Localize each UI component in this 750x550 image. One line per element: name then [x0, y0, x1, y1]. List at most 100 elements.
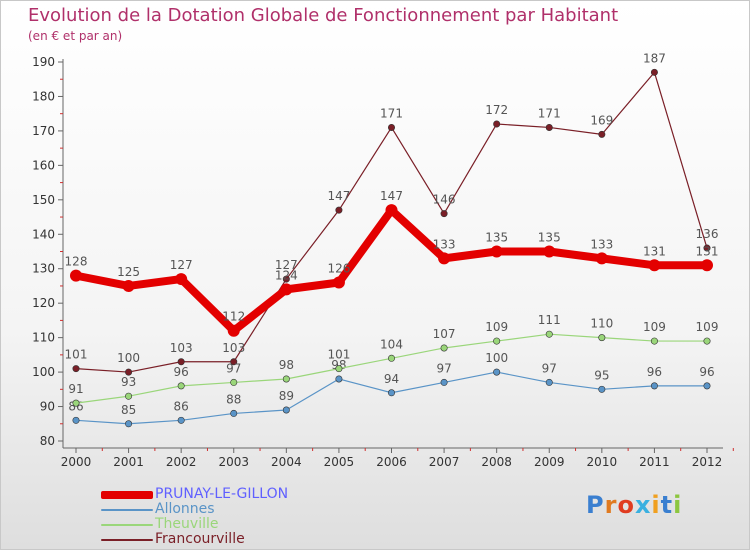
data-point-allonnes-2010	[598, 385, 606, 393]
data-label-francourville-2004: 127	[275, 258, 298, 272]
legend-swatch-theuville	[101, 523, 153, 526]
data-point-theuville-2012	[703, 337, 711, 345]
data-point-allonnes-2002	[177, 416, 185, 424]
legend-item-allonnes: Allonnes	[101, 502, 288, 517]
data-label-allonnes-2010: 95	[594, 368, 609, 382]
data-label-prunay-le-gillon-2009: 135	[538, 231, 561, 245]
data-label-allonnes-2002: 86	[174, 399, 189, 413]
x-tick-label-2003: 2003	[218, 455, 249, 469]
data-point-theuville-2006	[387, 354, 395, 362]
data-point-theuville-2002	[177, 382, 185, 390]
y-tick-label-90: 90	[40, 400, 55, 414]
data-point-theuville-2009	[545, 330, 553, 338]
data-label-allonnes-2011: 96	[647, 365, 662, 379]
data-label-theuville-2009: 111	[538, 313, 561, 327]
legend-swatch-prunay-le-gillon	[101, 490, 153, 499]
data-label-francourville-2002: 103	[170, 341, 193, 355]
data-point-prunay-le-gillon-2007	[438, 252, 451, 265]
data-label-francourville-2001: 100	[117, 351, 140, 365]
y-tick-label-100: 100	[32, 365, 55, 379]
y-tick-label-160: 160	[32, 158, 55, 172]
data-point-allonnes-2009	[545, 378, 553, 386]
data-point-theuville-2010	[598, 334, 606, 342]
legend-swatch-allonnes	[101, 508, 153, 511]
data-label-theuville-2001: 93	[121, 375, 136, 389]
y-tick-label-130: 130	[32, 262, 55, 276]
data-label-theuville-2010: 110	[590, 317, 613, 331]
data-label-allonnes-2007: 97	[436, 361, 451, 375]
data-point-theuville-2001	[125, 392, 133, 400]
x-tick-label-2009: 2009	[534, 455, 565, 469]
data-label-allonnes-2004: 89	[279, 389, 294, 403]
x-tick-label-2002: 2002	[166, 455, 197, 469]
data-point-allonnes-2000	[72, 416, 80, 424]
data-point-allonnes-2011	[650, 382, 658, 390]
x-tick-label-2006: 2006	[376, 455, 407, 469]
data-point-prunay-le-gillon-2004	[280, 283, 293, 296]
x-tick-label-2008: 2008	[481, 455, 512, 469]
x-tick-label-2000: 2000	[61, 455, 92, 469]
legend-swatch-francourville	[101, 538, 153, 541]
data-label-francourville-2011: 187	[643, 51, 666, 65]
data-label-francourville-2008: 172	[485, 103, 508, 117]
legend-label-allonnes: Allonnes	[155, 501, 215, 517]
y-tick-label-180: 180	[32, 89, 55, 103]
data-point-allonnes-2005	[335, 375, 343, 383]
data-point-prunay-le-gillon-2002	[175, 273, 188, 286]
data-label-prunay-le-gillon-2003: 112	[222, 310, 245, 324]
data-point-francourville-2004	[282, 275, 290, 283]
data-point-francourville-2003	[230, 358, 238, 366]
chart-title: Evolution de la Dotation Globale de Fonc…	[28, 5, 619, 26]
data-point-francourville-2010	[598, 130, 606, 138]
data-point-allonnes-2012	[703, 382, 711, 390]
data-label-theuville-2002: 96	[174, 365, 189, 379]
y-tick-label-80: 80	[40, 434, 55, 448]
data-point-francourville-2012	[703, 244, 711, 252]
x-tick-label-2007: 2007	[429, 455, 460, 469]
data-point-prunay-le-gillon-2010	[595, 252, 608, 265]
data-point-francourville-2000	[72, 365, 80, 373]
data-label-prunay-le-gillon-2001: 125	[117, 265, 140, 279]
y-tick-label-120: 120	[32, 296, 55, 310]
data-label-theuville-2008: 109	[485, 320, 508, 334]
data-point-allonnes-2006	[387, 389, 395, 397]
data-label-prunay-le-gillon-2007: 133	[433, 237, 456, 251]
data-point-prunay-le-gillon-2006	[385, 204, 398, 217]
data-label-francourville-2010: 169	[590, 113, 613, 127]
legend-label-theuville: Theuville	[155, 516, 219, 532]
data-point-allonnes-2004	[282, 406, 290, 414]
data-point-francourville-2001	[125, 368, 133, 376]
data-label-francourville-2005: 147	[327, 189, 350, 203]
data-label-theuville-2003: 97	[226, 361, 241, 375]
data-label-prunay-le-gillon-2004: 124	[275, 268, 298, 282]
data-point-francourville-2008	[493, 120, 501, 128]
y-tick-label-140: 140	[32, 227, 55, 241]
data-label-theuville-2000: 91	[68, 382, 83, 396]
data-label-prunay-le-gillon-2010: 133	[590, 237, 613, 251]
data-point-prunay-le-gillon-2005	[332, 276, 345, 289]
proxiti-logo: Proxiti	[586, 491, 683, 519]
data-label-francourville-2009: 171	[538, 106, 561, 120]
x-tick-label-2001: 2001	[113, 455, 144, 469]
data-point-allonnes-2007	[440, 378, 448, 386]
data-point-prunay-le-gillon-2003	[227, 324, 240, 337]
data-label-theuville-2007: 107	[433, 327, 456, 341]
data-label-allonnes-2003: 88	[226, 392, 241, 406]
data-label-prunay-le-gillon-2005: 126	[327, 262, 350, 276]
data-point-francourville-2002	[177, 358, 185, 366]
legend-item-francourville: Francourville	[101, 532, 288, 547]
data-label-prunay-le-gillon-2008: 135	[485, 231, 508, 245]
data-label-theuville-2006: 104	[380, 337, 403, 351]
data-label-allonnes-2009: 97	[542, 361, 557, 375]
x-tick-label-2005: 2005	[324, 455, 355, 469]
data-point-prunay-le-gillon-2009	[543, 245, 556, 258]
legend-label-francourville: Francourville	[155, 531, 245, 547]
data-point-francourville-2007	[440, 210, 448, 218]
legend: PRUNAY-LE-GILLON Allonnes Theuville Francou…	[101, 487, 288, 547]
data-point-theuville-2004	[282, 375, 290, 383]
y-tick-label-150: 150	[32, 193, 55, 207]
data-label-theuville-2011: 109	[643, 320, 666, 334]
y-tick-label-190: 190	[32, 55, 55, 69]
data-point-francourville-2009	[545, 123, 553, 131]
